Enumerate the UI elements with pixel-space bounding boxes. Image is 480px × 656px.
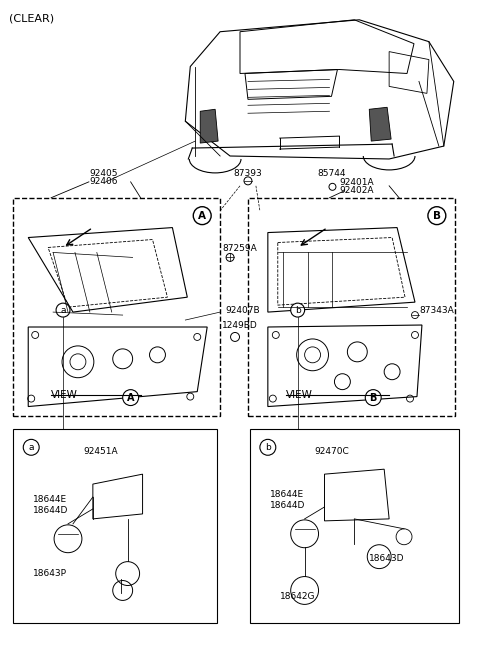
Text: 1249BD: 1249BD bbox=[222, 321, 258, 329]
Text: 18642G: 18642G bbox=[280, 592, 315, 601]
Text: 87393: 87393 bbox=[234, 169, 263, 178]
Text: 87343A: 87343A bbox=[419, 306, 454, 315]
Circle shape bbox=[291, 303, 305, 317]
Text: 85744: 85744 bbox=[318, 169, 346, 178]
Text: 92401A: 92401A bbox=[339, 178, 374, 188]
Bar bbox=[250, 430, 459, 623]
Text: a: a bbox=[28, 443, 34, 452]
Circle shape bbox=[260, 440, 276, 455]
Text: 92470C: 92470C bbox=[314, 447, 349, 456]
Circle shape bbox=[123, 390, 139, 405]
Circle shape bbox=[56, 303, 70, 317]
Text: 18643P: 18643P bbox=[33, 569, 67, 578]
Text: b: b bbox=[265, 443, 271, 452]
Text: A: A bbox=[127, 392, 134, 403]
Text: 18644D: 18644D bbox=[33, 506, 69, 516]
Text: B: B bbox=[433, 211, 441, 220]
Text: 92402A: 92402A bbox=[339, 186, 374, 195]
Text: A: A bbox=[198, 211, 206, 220]
Bar bbox=[13, 197, 220, 417]
Text: 18644D: 18644D bbox=[270, 501, 305, 510]
Circle shape bbox=[428, 207, 446, 224]
Text: a: a bbox=[60, 306, 66, 315]
Text: b: b bbox=[295, 306, 300, 315]
Text: 18644E: 18644E bbox=[270, 489, 304, 499]
Text: VIEW: VIEW bbox=[286, 390, 312, 400]
Polygon shape bbox=[200, 110, 218, 143]
Text: 92406: 92406 bbox=[89, 177, 118, 186]
Polygon shape bbox=[369, 108, 391, 141]
Text: 92451A: 92451A bbox=[83, 447, 118, 456]
Text: (CLEAR): (CLEAR) bbox=[9, 14, 54, 24]
Circle shape bbox=[365, 390, 381, 405]
Text: 87259A: 87259A bbox=[222, 244, 257, 253]
Text: VIEW: VIEW bbox=[51, 390, 78, 400]
Text: 18644E: 18644E bbox=[33, 495, 67, 504]
Bar bbox=[13, 430, 217, 623]
Bar bbox=[248, 197, 455, 417]
Text: 18643D: 18643D bbox=[369, 554, 405, 563]
Text: 92405: 92405 bbox=[89, 169, 118, 178]
Circle shape bbox=[193, 207, 211, 224]
Circle shape bbox=[23, 440, 39, 455]
Text: 92407B: 92407B bbox=[225, 306, 260, 315]
Text: B: B bbox=[370, 392, 377, 403]
